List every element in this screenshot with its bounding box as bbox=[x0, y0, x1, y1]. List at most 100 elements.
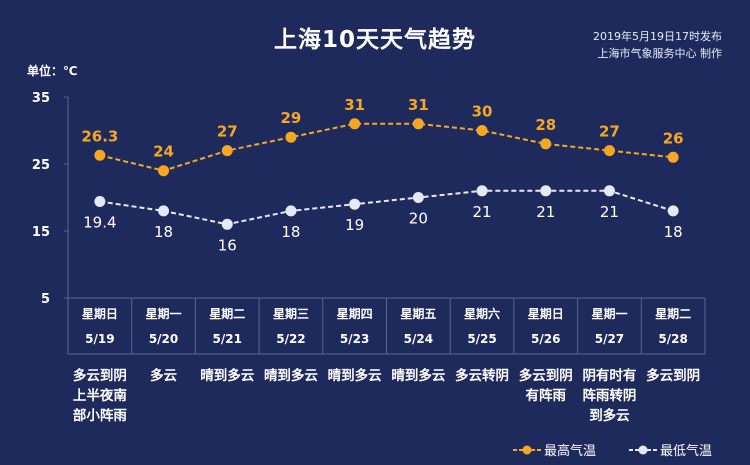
weather-description: 阴有时有阵雨转阴到多云 bbox=[577, 366, 641, 426]
weekday-label: 星期四 bbox=[337, 306, 373, 321]
series-high-point bbox=[476, 125, 488, 136]
legend-high-marker-icon bbox=[513, 445, 541, 454]
series-high-data-label: 27 bbox=[599, 123, 620, 141]
weather-description-line: 多云转阴 bbox=[455, 368, 510, 384]
series-low-point bbox=[412, 192, 424, 203]
weather-description: 多云到阴 有阵雨 bbox=[514, 366, 578, 406]
date-label: 5/19 bbox=[85, 332, 114, 346]
date-label: 5/20 bbox=[149, 332, 178, 346]
y-tick-label: 15 bbox=[32, 225, 50, 240]
publish-info: 2019年5月19日17时发布 上海市气象服务中心 制作 bbox=[593, 28, 722, 62]
weather-description-line: 晴到多云 bbox=[391, 368, 446, 384]
date-label: 5/22 bbox=[276, 332, 305, 346]
series-low-data-label: 18 bbox=[154, 223, 173, 241]
weekday-label: 星期二 bbox=[209, 306, 245, 321]
series-low-data-label: 21 bbox=[536, 203, 555, 221]
series-low-data-label: 21 bbox=[473, 203, 492, 221]
series-low-point bbox=[603, 185, 615, 197]
weekday-label: 星期一 bbox=[591, 306, 627, 321]
weather-description-line: 到多云 bbox=[589, 408, 630, 424]
weekday-label: 星期一 bbox=[146, 306, 182, 321]
weather-description-line: 多云到阴 bbox=[646, 368, 701, 384]
weather-description-line: 阴有时有 bbox=[582, 368, 637, 384]
series-high-data-label: 29 bbox=[281, 109, 302, 127]
series-low-data-label: 18 bbox=[281, 223, 300, 241]
date-label: 5/27 bbox=[595, 332, 624, 346]
legend-low-label: 最低气温 bbox=[660, 444, 713, 459]
series-high-point bbox=[412, 118, 424, 130]
publish-time: 2019年5月19日17时发布 bbox=[593, 30, 722, 43]
weather-description: 多云转阴 bbox=[450, 366, 514, 386]
series-high-data-label: 27 bbox=[217, 123, 238, 141]
date-label: 5/26 bbox=[531, 332, 560, 346]
weather-description: 多云到阴 bbox=[641, 366, 705, 386]
chart-title: 上海10天天气趋势 bbox=[273, 27, 476, 53]
series-high-point bbox=[221, 145, 233, 157]
series-high-data-label: 30 bbox=[472, 103, 493, 121]
series-high-point bbox=[667, 151, 679, 163]
weather-description-line: 阵雨转阴 bbox=[582, 388, 637, 404]
weather-description-line: 多云到阴 bbox=[72, 368, 127, 384]
series-low-data-label: 16 bbox=[218, 236, 237, 254]
date-label: 5/25 bbox=[467, 332, 496, 346]
series-low-point bbox=[94, 196, 106, 208]
series-low-point bbox=[285, 205, 297, 217]
weekday-label: 星期三 bbox=[273, 306, 309, 321]
series-high-data-label: 31 bbox=[408, 96, 429, 114]
series-low-point bbox=[476, 185, 488, 197]
series-high-point bbox=[349, 118, 361, 130]
weather-description-line: 上半夜南 bbox=[72, 388, 127, 404]
series-low-point bbox=[221, 218, 233, 230]
series-low-point bbox=[667, 205, 679, 217]
series-high-data-label: 24 bbox=[153, 143, 174, 161]
date-label: 5/28 bbox=[658, 332, 687, 346]
legend-high: 最高气温 bbox=[512, 440, 596, 459]
weather-description-line: 晴到多云 bbox=[200, 368, 255, 384]
weather-description-line: 有阵雨 bbox=[525, 388, 567, 404]
series-low-point bbox=[540, 185, 552, 197]
series-low-point bbox=[158, 205, 170, 217]
weekday-label: 星期六 bbox=[464, 306, 500, 321]
series-high-data-label: 28 bbox=[535, 116, 556, 134]
y-tick-label: 35 bbox=[32, 91, 50, 106]
publisher: 上海市气象服务中心 制作 bbox=[597, 47, 723, 60]
weather-description: 多云到阴上半夜南部小阵雨 bbox=[68, 366, 132, 426]
weather-description: 晴到多云 bbox=[323, 366, 387, 386]
series-low-line bbox=[99, 189, 674, 226]
series-low-data-label: 21 bbox=[600, 203, 619, 221]
series-high-point bbox=[540, 138, 552, 150]
series-low-data-label: 19.4 bbox=[83, 214, 116, 232]
series-high-point bbox=[158, 165, 170, 177]
y-tick-label: 5 bbox=[41, 292, 50, 307]
weather-description: 晴到多云 bbox=[195, 366, 259, 386]
date-label: 5/24 bbox=[404, 332, 433, 346]
series-high-data-label: 26 bbox=[663, 129, 684, 147]
weather-description: 多云 bbox=[132, 366, 196, 386]
series-low-data-label: 18 bbox=[664, 223, 683, 241]
weather-description-line: 晴到多云 bbox=[263, 368, 318, 384]
unit-label: 单位：℃ bbox=[27, 63, 78, 78]
series-high-point bbox=[94, 149, 106, 161]
series-low-data-label: 20 bbox=[409, 210, 428, 228]
legend-low-marker-icon bbox=[629, 445, 657, 454]
weekday-label: 星期二 bbox=[655, 306, 691, 321]
series-high-data-label: 31 bbox=[344, 96, 365, 114]
weather-description-line: 多云到阴 bbox=[518, 368, 573, 384]
series-low-point bbox=[349, 198, 361, 210]
y-tick-label: 25 bbox=[32, 158, 50, 173]
series-high-data-label: 26.3 bbox=[81, 127, 118, 145]
date-label: 5/21 bbox=[213, 332, 242, 346]
series-high-point bbox=[603, 145, 615, 157]
series-high-point bbox=[285, 131, 297, 143]
weather-description-line: 多云 bbox=[150, 368, 178, 384]
weekday-label: 星期日 bbox=[82, 306, 118, 321]
series-high-line bbox=[99, 122, 674, 172]
weather-description: 晴到多云 bbox=[259, 366, 323, 386]
legend-low: 最低气温 bbox=[628, 440, 712, 459]
series-low-data-label: 19 bbox=[345, 216, 364, 234]
weather-description: 晴到多云 bbox=[386, 366, 450, 386]
date-label: 5/23 bbox=[340, 332, 369, 346]
legend-high-label: 最高气温 bbox=[544, 444, 597, 459]
weather-description-line: 部小阵雨 bbox=[72, 408, 127, 424]
